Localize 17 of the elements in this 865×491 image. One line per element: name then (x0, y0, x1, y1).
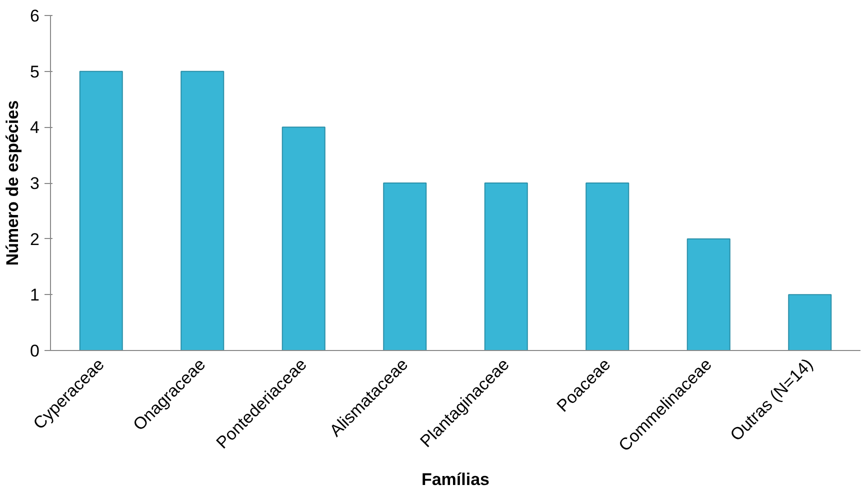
y-tick-label: 2 (30, 230, 40, 249)
bar (686, 238, 730, 350)
x-axis-title: Famílias (421, 470, 490, 489)
y-tick-label: 4 (30, 118, 40, 138)
bar (484, 182, 528, 350)
y-tick-label: 1 (30, 286, 40, 305)
y-tick-label: 0 (30, 342, 40, 360)
bar (586, 182, 630, 350)
y-axis-title: Número de espécies (3, 100, 22, 266)
y-tick-label: 5 (30, 62, 40, 82)
bar (788, 294, 832, 350)
y-tick-label: 6 (30, 6, 40, 26)
bar (383, 182, 427, 350)
bar (180, 70, 224, 350)
bar (79, 70, 123, 350)
y-tick-label: 3 (30, 174, 40, 193)
bar (282, 126, 326, 350)
